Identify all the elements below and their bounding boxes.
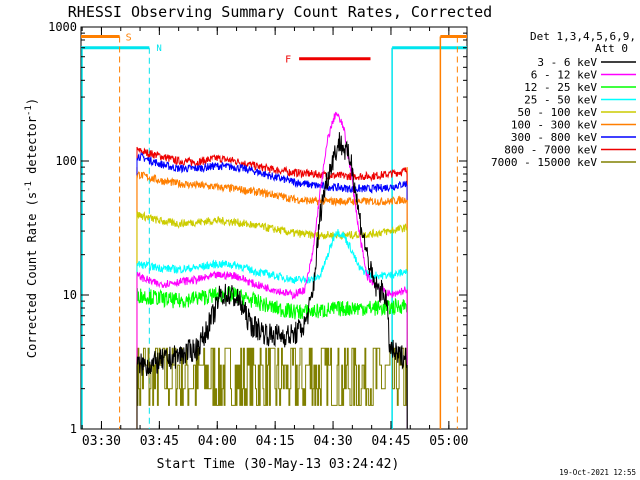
series-line-7 (136, 146, 408, 430)
y-tick-label: 1 (70, 422, 77, 436)
x-tick-label: 04:45 (371, 434, 410, 449)
y-tick-label: 100 (55, 154, 77, 168)
y-tick-label: 10 (63, 288, 77, 302)
x-tick-label: 04:30 (313, 434, 352, 449)
series-line-6 (136, 151, 408, 430)
night-flag-label: N (156, 44, 161, 54)
legend-label: 3 - 6 keV (537, 56, 597, 69)
legend-title-line2: Att 0 (595, 42, 628, 55)
series-line-2 (136, 285, 408, 430)
legend-label: 12 - 25 keV (524, 81, 597, 94)
saa-flag-label: S (126, 32, 132, 43)
y-axis-title-mid: detector (25, 116, 39, 181)
x-axis-title: Start Time (30-May-13 03:24:42) (157, 457, 400, 472)
legend-label: 300 - 800 keV (511, 131, 597, 144)
legend-label: 800 - 7000 keV (504, 144, 597, 157)
y-axis-title-sup2: -1 (24, 105, 34, 116)
series-line-1 (136, 111, 408, 430)
footer-date: 19-Oct-2021 12:55 (559, 468, 636, 477)
x-tick-label: 04:00 (198, 434, 237, 449)
legend-label: 25 - 50 keV (524, 94, 597, 107)
series-line-0 (136, 132, 408, 430)
flare-flag-label: F (285, 55, 291, 66)
y-axis-title-end: ) (25, 98, 39, 105)
x-tick-label: 03:30 (82, 434, 121, 449)
series-layer (136, 111, 409, 430)
legend-title-line1: Det 1,3,4,5,6,9, (530, 30, 636, 43)
x-tick-label: 05:00 (429, 434, 468, 449)
legend-label: 7000 - 15000 keV (491, 156, 597, 169)
y-tick-label: 1000 (48, 20, 77, 34)
series-line-5 (136, 171, 408, 430)
x-tick-label: 03:45 (140, 434, 179, 449)
y-axis-title: Corrected Count Rate (s-1 detector-1) (24, 98, 39, 358)
axes-layer: 1 10 100 1000 03:30 03:45 04:00 04:15 04:30 04:45… (48, 20, 468, 449)
legend-label: 100 - 300 keV (511, 119, 597, 132)
y-axis-title-sup1: -1 (24, 181, 34, 192)
plot-frame (80, 26, 468, 430)
plot-area (80, 26, 468, 430)
legend-label: 50 - 100 keV (518, 106, 598, 119)
x-tick-label: 04:15 (256, 434, 295, 449)
series-line-3 (136, 229, 408, 430)
legend-label: 6 - 12 keV (531, 69, 598, 82)
series-line-8 (136, 347, 409, 430)
y-axis-title-main: Corrected Count Rate (s (25, 192, 39, 358)
chart-title: RHESSI Observing Summary Count Rates, Co… (68, 3, 492, 21)
